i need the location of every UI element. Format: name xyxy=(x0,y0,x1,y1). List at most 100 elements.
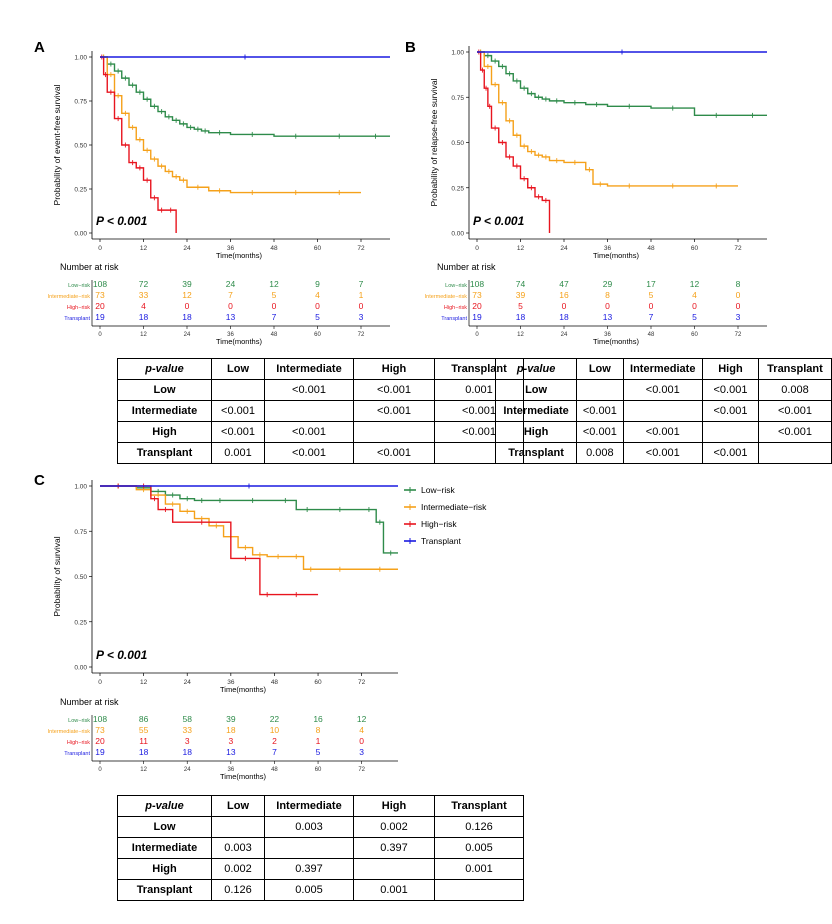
number-at-risk-title: Number at risk xyxy=(60,697,119,707)
risk-count-intermediate: 73 xyxy=(95,290,105,300)
table-cell xyxy=(353,858,435,880)
risk-count-transplant: 13 xyxy=(603,312,613,322)
x-tick-label: 36 xyxy=(227,245,235,252)
number-at-risk-title: Number at risk xyxy=(60,262,119,272)
risk-count-high: 20 xyxy=(472,301,482,311)
table-row-header: High xyxy=(117,858,212,880)
pvalue-label: P < 0.001 xyxy=(96,214,148,228)
risk-count-intermediate: 1 xyxy=(359,290,364,300)
risk-count-intermediate: 33 xyxy=(139,290,149,300)
risk-x-tick-label: 60 xyxy=(314,332,321,338)
table-cell xyxy=(264,837,354,859)
table-header-cell: Low xyxy=(211,358,265,380)
table-header-cell: Intermediate xyxy=(622,358,703,380)
risk-count-low: 29 xyxy=(603,279,613,289)
panel-label: A xyxy=(34,39,45,56)
table-row-header: Transplant xyxy=(117,879,212,901)
table-row: Low 0.003 0.002 0.126 xyxy=(117,816,524,838)
y-tick-label: 1.00 xyxy=(74,55,87,62)
x-tick-label: 0 xyxy=(98,245,102,252)
risk-count-transplant: 19 xyxy=(472,312,482,322)
curve-low xyxy=(477,51,767,117)
y-tick-label: 0.25 xyxy=(74,187,87,194)
table-header-cell: Intermediate xyxy=(264,358,354,380)
risk-count-high: 0 xyxy=(228,301,233,311)
table-cell: <0.001 xyxy=(576,421,624,443)
risk-count-intermediate: 8 xyxy=(316,725,321,735)
risk-count-high: 5 xyxy=(518,301,523,311)
table-row-header: High xyxy=(117,421,212,443)
pvalue-label: P < 0.001 xyxy=(473,214,525,228)
y-tick-label: 0.75 xyxy=(74,529,87,536)
risk-count-low: 7 xyxy=(359,279,364,289)
risk-count-high: 20 xyxy=(95,736,105,746)
risk-count-transplant: 18 xyxy=(182,312,192,322)
y-axis-title: Probability of event-free survival xyxy=(52,84,62,205)
risk-count-low: 24 xyxy=(226,279,236,289)
x-tick-label: 72 xyxy=(358,679,366,686)
table-header-cell: High xyxy=(353,358,435,380)
table-cell: <0.001 xyxy=(701,379,759,401)
table-cell: 0.008 xyxy=(757,379,832,401)
risk-row-label-transplant: Transplant xyxy=(64,316,90,322)
risk-x-axis-title: Time(months) xyxy=(220,772,266,781)
table-cell: 0.002 xyxy=(211,858,265,880)
y-tick-label: 0.25 xyxy=(74,619,87,626)
risk-x-tick-label: 60 xyxy=(691,332,698,338)
x-tick-label: 24 xyxy=(560,245,568,252)
risk-count-intermediate: 8 xyxy=(605,290,610,300)
risk-count-low: 108 xyxy=(470,279,484,289)
risk-count-low: 39 xyxy=(226,714,236,724)
risk-count-low: 17 xyxy=(646,279,656,289)
risk-count-high: 0 xyxy=(315,301,320,311)
table-header-cell: Low xyxy=(211,795,265,817)
table-cell: 0.397 xyxy=(264,858,354,880)
risk-count-low: 9 xyxy=(315,279,320,289)
table-row: Intermediate <0.001 <0.001 <0.001 xyxy=(494,400,832,422)
risk-count-intermediate: 4 xyxy=(692,290,697,300)
table-cell: 0.126 xyxy=(211,879,265,901)
risk-x-tick-label: 60 xyxy=(315,767,322,773)
table-cell xyxy=(353,421,435,443)
table-header-cell: p-value xyxy=(494,358,578,380)
risk-count-intermediate: 73 xyxy=(95,725,105,735)
table-cell: <0.001 xyxy=(757,421,832,443)
legend-label-high: High−risk xyxy=(421,519,457,529)
table-cell: 0.005 xyxy=(434,837,524,859)
table-cell: <0.001 xyxy=(701,442,759,464)
risk-count-transplant: 5 xyxy=(692,312,697,322)
risk-row-label-transplant: Transplant xyxy=(64,751,90,757)
table-header-cell: p-value xyxy=(117,358,212,380)
x-tick-label: 0 xyxy=(98,679,102,686)
risk-count-transplant: 18 xyxy=(516,312,526,322)
table-cell: 0.001 xyxy=(353,879,435,901)
table-cell xyxy=(701,421,759,443)
risk-count-low: 8 xyxy=(736,279,741,289)
risk-count-high: 20 xyxy=(95,301,105,311)
y-tick-label: 0.75 xyxy=(451,95,464,102)
risk-count-intermediate: 10 xyxy=(270,725,280,735)
pvalue-table-c: p-value Low Intermediate High Transplant Low 0… xyxy=(117,795,524,901)
risk-x-tick-label: 12 xyxy=(140,767,147,773)
x-tick-label: 12 xyxy=(517,245,525,252)
risk-count-intermediate: 33 xyxy=(182,725,192,735)
risk-count-low: 39 xyxy=(182,279,192,289)
y-tick-label: 1.00 xyxy=(451,50,464,57)
table-header-cell: Transplant xyxy=(434,795,524,817)
table-row-header: Transplant xyxy=(494,442,578,464)
risk-count-low: 108 xyxy=(93,714,107,724)
risk-count-transplant: 18 xyxy=(559,312,569,322)
table-header-cell: Low xyxy=(576,358,624,380)
table-row: High <0.001 <0.001 <0.001 xyxy=(117,421,524,443)
x-axis-title: Time(months) xyxy=(593,251,639,260)
x-axis-title: Time(months) xyxy=(216,251,262,260)
x-tick-label: 36 xyxy=(604,245,612,252)
table-cell: <0.001 xyxy=(353,442,435,464)
risk-count-intermediate: 4 xyxy=(359,725,364,735)
risk-count-low: 16 xyxy=(313,714,323,724)
risk-count-intermediate: 4 xyxy=(315,290,320,300)
risk-count-intermediate: 18 xyxy=(226,725,236,735)
risk-count-high: 0 xyxy=(359,736,364,746)
risk-count-transplant: 18 xyxy=(139,312,149,322)
y-tick-label: 0.00 xyxy=(451,231,464,238)
